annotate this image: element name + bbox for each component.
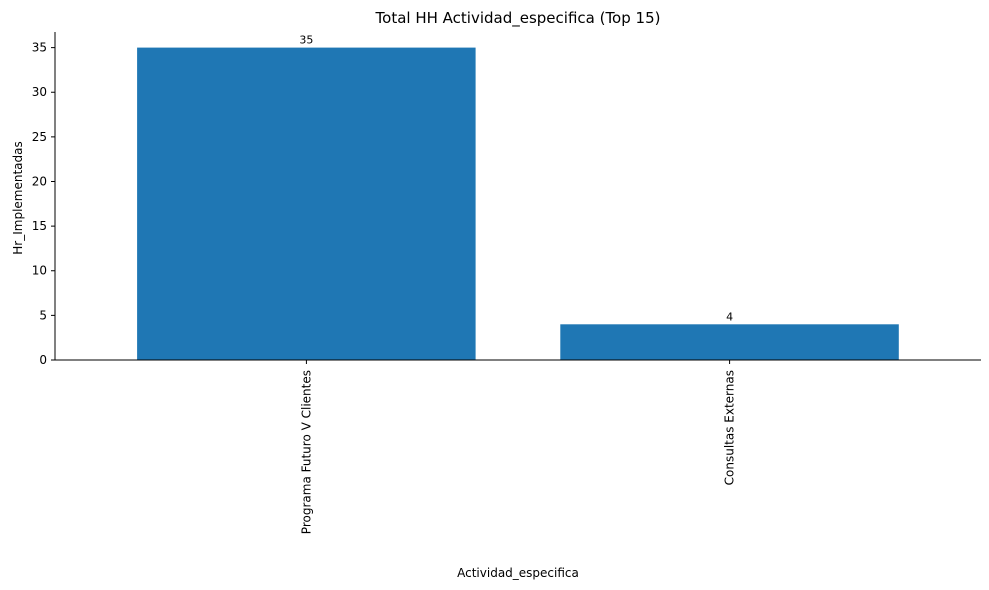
x-tick-label-0: Programa Futuro V Clientes bbox=[299, 370, 313, 534]
y-tick-label-7: 35 bbox=[32, 41, 47, 55]
data-label-1: 4 bbox=[726, 310, 733, 323]
y-tick-label-5: 25 bbox=[32, 130, 47, 144]
y-tick-label-0: 0 bbox=[39, 353, 47, 367]
y-tick-label-1: 5 bbox=[39, 308, 47, 322]
bar-0 bbox=[137, 47, 476, 360]
chart-title: Total HH Actividad_especifica (Top 15) bbox=[375, 9, 661, 28]
data-label-0: 35 bbox=[299, 34, 313, 47]
plot-area: 35 Programa Futuro V Clientes 4 Consultas E… bbox=[32, 32, 981, 534]
y-tick-label-4: 20 bbox=[32, 175, 47, 189]
y-tick-label-3: 15 bbox=[32, 219, 47, 233]
x-tick-label-1: Consultas Externas bbox=[723, 370, 737, 485]
y-axis-label: Hr_Implementadas bbox=[11, 141, 25, 254]
y-tick-label-6: 30 bbox=[32, 85, 47, 99]
y-tick-label-2: 10 bbox=[32, 264, 47, 278]
x-axis-label: Actividad_especifica bbox=[457, 566, 579, 580]
bar-1 bbox=[560, 324, 899, 360]
